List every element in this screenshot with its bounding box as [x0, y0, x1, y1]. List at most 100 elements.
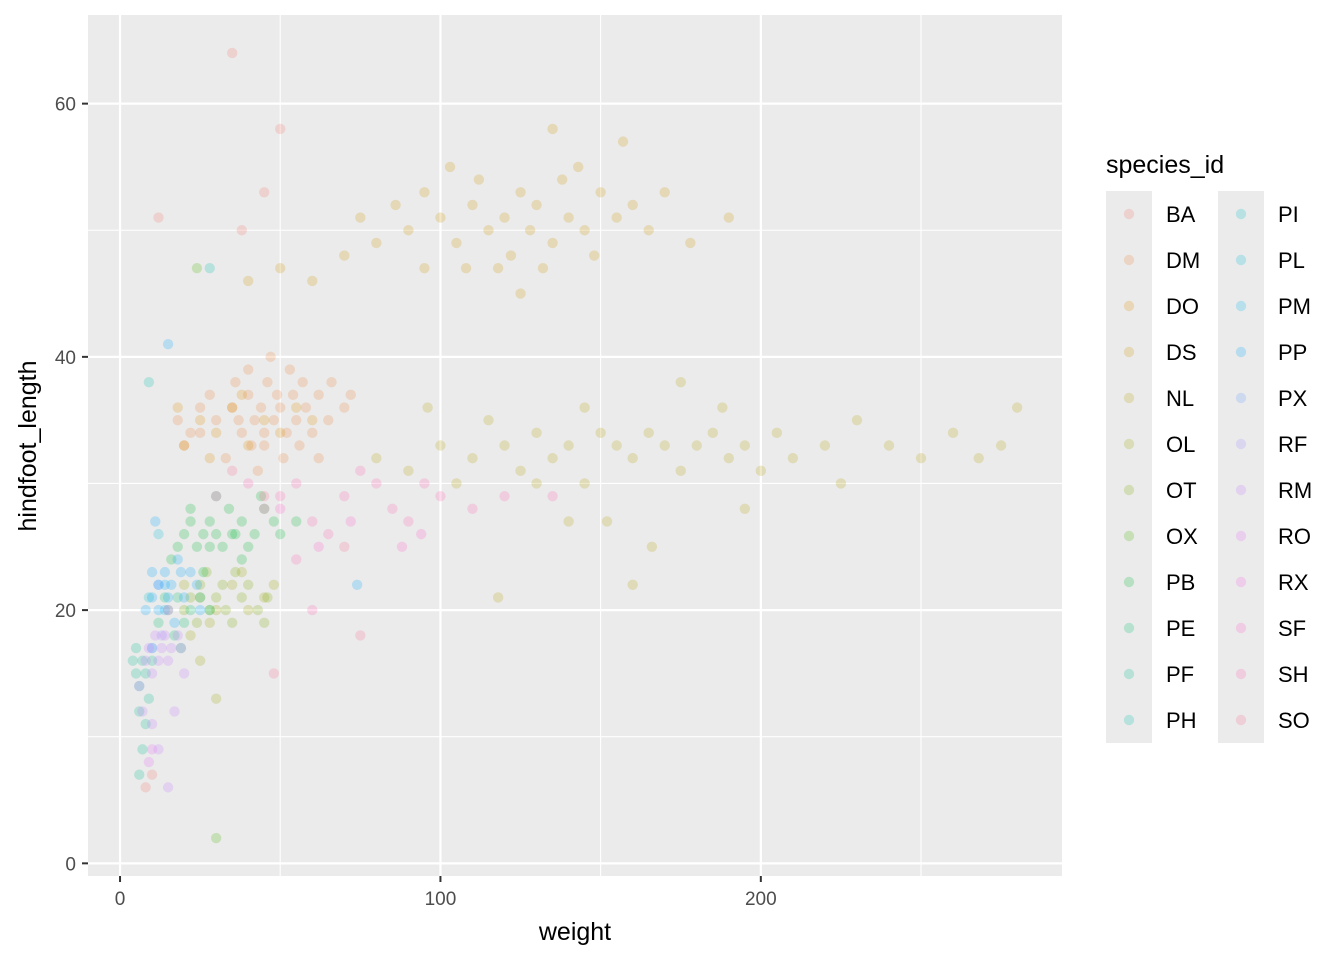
series-ph — [143, 263, 215, 388]
data-point — [547, 123, 558, 135]
legend-key-point — [1235, 254, 1247, 266]
data-point — [691, 440, 702, 451]
data-point — [659, 440, 670, 451]
legend-key-point — [1235, 714, 1247, 726]
data-point — [646, 541, 658, 552]
data-points — [127, 47, 1023, 844]
data-point — [166, 642, 177, 654]
data-point — [153, 528, 164, 540]
data-point — [467, 199, 478, 211]
legend-label: PB — [1166, 570, 1195, 595]
data-point — [275, 490, 286, 502]
legend-label: NL — [1166, 386, 1194, 411]
data-point — [675, 376, 686, 388]
axes: 0 100 200 0 20 40 60 — [55, 95, 777, 910]
data-point — [252, 604, 264, 616]
data-point — [675, 465, 686, 477]
data-point — [435, 440, 446, 451]
data-point — [444, 161, 456, 173]
data-point — [611, 212, 622, 223]
data-point — [499, 490, 510, 502]
data-point — [198, 566, 209, 578]
data-point — [242, 604, 254, 616]
data-point — [134, 680, 145, 692]
data-point — [284, 364, 296, 375]
data-point — [249, 528, 260, 540]
data-point — [162, 604, 174, 616]
legend-item-dm: DM — [1123, 248, 1200, 273]
data-point — [589, 250, 600, 261]
data-point — [467, 503, 478, 515]
data-point — [150, 630, 161, 641]
data-point — [307, 414, 318, 426]
data-point — [162, 655, 174, 666]
data-point — [185, 566, 196, 578]
data-point — [531, 478, 542, 489]
legend-item-ds: DS — [1123, 340, 1197, 365]
legend-label: OT — [1166, 478, 1197, 503]
data-point — [627, 452, 638, 464]
data-point — [143, 693, 155, 704]
legend-item-sh: SH — [1235, 662, 1309, 687]
series-pe — [153, 592, 215, 654]
data-point — [137, 655, 148, 666]
data-point — [268, 579, 280, 590]
data-point — [547, 237, 558, 249]
data-point — [217, 579, 228, 590]
data-point — [178, 592, 190, 603]
data-point — [419, 187, 430, 198]
data-point — [146, 655, 158, 666]
series-rm — [134, 630, 190, 793]
series-ox — [191, 263, 222, 844]
series-ds — [242, 123, 734, 299]
data-point — [137, 744, 148, 755]
data-point — [339, 490, 350, 502]
data-point — [313, 541, 324, 552]
data-point — [210, 592, 222, 603]
legend-key-point — [1123, 714, 1135, 726]
data-point — [178, 440, 190, 451]
data-point — [291, 402, 302, 413]
data-point — [146, 668, 158, 679]
legend-label: DM — [1166, 248, 1200, 273]
data-point — [531, 427, 542, 439]
data-point — [220, 452, 231, 464]
data-point — [787, 452, 799, 464]
data-point — [947, 427, 959, 439]
data-point — [451, 478, 462, 489]
data-point — [422, 402, 433, 413]
data-point — [146, 744, 158, 755]
legend-label: PX — [1278, 386, 1308, 411]
legend-item-ba: BA — [1123, 202, 1196, 227]
legend-key-point — [1123, 392, 1135, 404]
data-point — [323, 528, 334, 540]
data-point — [275, 263, 286, 274]
legend-key-point — [1123, 484, 1135, 496]
data-point — [265, 351, 276, 363]
data-point — [416, 528, 427, 540]
data-point — [194, 427, 206, 439]
data-point — [185, 604, 196, 616]
data-point — [194, 402, 206, 413]
data-point — [137, 706, 148, 717]
data-point — [323, 414, 334, 426]
data-point — [204, 604, 215, 616]
data-point — [153, 655, 164, 666]
data-point — [579, 402, 590, 413]
data-point — [226, 528, 238, 540]
data-point — [210, 604, 222, 616]
data-point — [233, 414, 244, 426]
data-point — [390, 199, 401, 211]
series-ba — [140, 47, 286, 793]
data-point — [130, 668, 142, 679]
data-point — [178, 617, 190, 628]
legend-item-pf: PF — [1123, 662, 1194, 687]
data-point — [185, 630, 196, 641]
data-point — [153, 212, 164, 223]
data-point — [371, 478, 382, 489]
data-point — [297, 376, 308, 388]
data-point — [595, 187, 606, 198]
legend-item-pi: PI — [1235, 202, 1299, 227]
data-point — [204, 541, 215, 552]
data-point — [130, 642, 142, 654]
